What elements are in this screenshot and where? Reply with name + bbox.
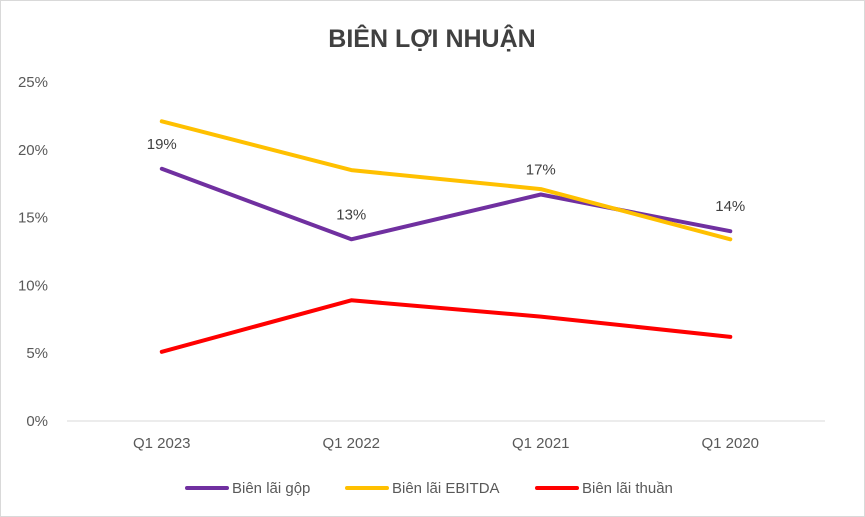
data-label: 17%: [526, 162, 556, 179]
y-tick-label: 5%: [26, 345, 48, 362]
x-tick-label: Q1 2023: [133, 435, 191, 452]
x-axis-ticks: Q1 2023 Q1 2022 Q1 2021 Q1 2020: [133, 435, 759, 452]
legend: Biên lãi gộp Biên lãi EBITDA Biên lãi thuầ…: [185, 480, 673, 497]
y-tick-label: 0%: [26, 413, 48, 430]
y-tick-label: 10%: [18, 277, 48, 294]
y-tick-label: 25%: [18, 74, 48, 91]
x-tick-label: Q1 2021: [512, 435, 570, 452]
legend-label: Biên lãi thuần: [582, 480, 673, 497]
y-axis-ticks: 0% 5% 10% 15% 20% 25%: [18, 74, 48, 430]
legend-label: Biên lãi gộp: [232, 480, 310, 497]
data-labels: 19% 13% 17% 14%: [147, 136, 746, 224]
chart-title: BIÊN LỢI NHUẬN: [328, 23, 535, 53]
series-line-2: [159, 119, 733, 242]
x-tick-label: Q1 2022: [322, 435, 380, 452]
legend-label: Biên lãi EBITDA: [392, 480, 500, 497]
y-tick-label: 15%: [18, 210, 48, 227]
data-label: 19%: [147, 136, 177, 153]
data-label: 14%: [715, 198, 745, 215]
series-line-3: [159, 298, 733, 354]
y-tick-label: 20%: [18, 142, 48, 159]
series-lines: [159, 119, 733, 354]
data-label: 13%: [336, 206, 366, 223]
x-tick-label: Q1 2020: [701, 435, 759, 452]
